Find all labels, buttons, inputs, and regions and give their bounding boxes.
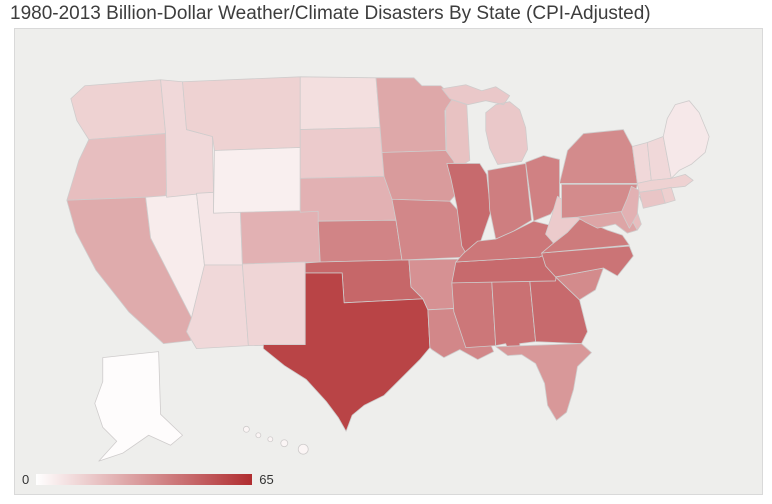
state-south-dakota[interactable] xyxy=(299,127,385,179)
state-hawaii[interactable] xyxy=(242,425,309,455)
state-rhode-island[interactable] xyxy=(660,186,676,204)
legend-max-label: 65 xyxy=(259,472,274,487)
state-washington[interactable] xyxy=(70,79,166,140)
state-connecticut[interactable] xyxy=(638,188,666,209)
state-colorado[interactable] xyxy=(239,209,321,265)
state-pennsylvania[interactable] xyxy=(561,183,638,219)
state-new-mexico[interactable] xyxy=(241,261,306,347)
state-north-dakota[interactable] xyxy=(299,76,381,130)
state-alabama[interactable] xyxy=(491,278,537,355)
state-north-carolina[interactable] xyxy=(541,245,634,278)
state-wyoming[interactable] xyxy=(213,147,301,215)
state-florida[interactable] xyxy=(495,343,592,421)
chart-title: 1980-2013 Billion-Dollar Weather/Climate… xyxy=(10,3,651,24)
state-kansas[interactable] xyxy=(317,219,403,263)
us-choropleth-map xyxy=(66,76,710,462)
legend-gradient-bar xyxy=(36,474,253,485)
color-legend: 0 65 xyxy=(22,472,274,487)
state-iowa[interactable] xyxy=(381,150,459,202)
legend-min-label: 0 xyxy=(22,472,30,487)
state-wisconsin[interactable] xyxy=(445,99,471,165)
state-maine[interactable] xyxy=(662,100,710,179)
state-michigan[interactable] xyxy=(441,84,529,165)
map-panel: 0 65 xyxy=(14,28,763,495)
state-oregon[interactable] xyxy=(66,133,172,201)
state-alaska[interactable] xyxy=(94,351,183,462)
